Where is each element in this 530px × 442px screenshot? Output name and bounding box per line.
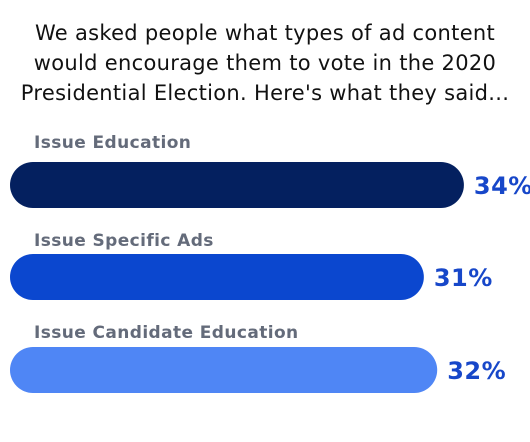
bar xyxy=(10,162,464,208)
chart-title: We asked people what types of ad content… xyxy=(20,21,510,105)
value-label: 34% xyxy=(474,172,530,200)
category-label: Issue Candidate Education xyxy=(34,323,299,343)
value-label: 31% xyxy=(434,264,493,292)
value-label: 32% xyxy=(447,357,506,385)
bar xyxy=(10,347,438,393)
category-label: Issue Specific Ads xyxy=(34,231,214,251)
category-label: Issue Education xyxy=(34,133,191,153)
bar xyxy=(10,254,424,300)
